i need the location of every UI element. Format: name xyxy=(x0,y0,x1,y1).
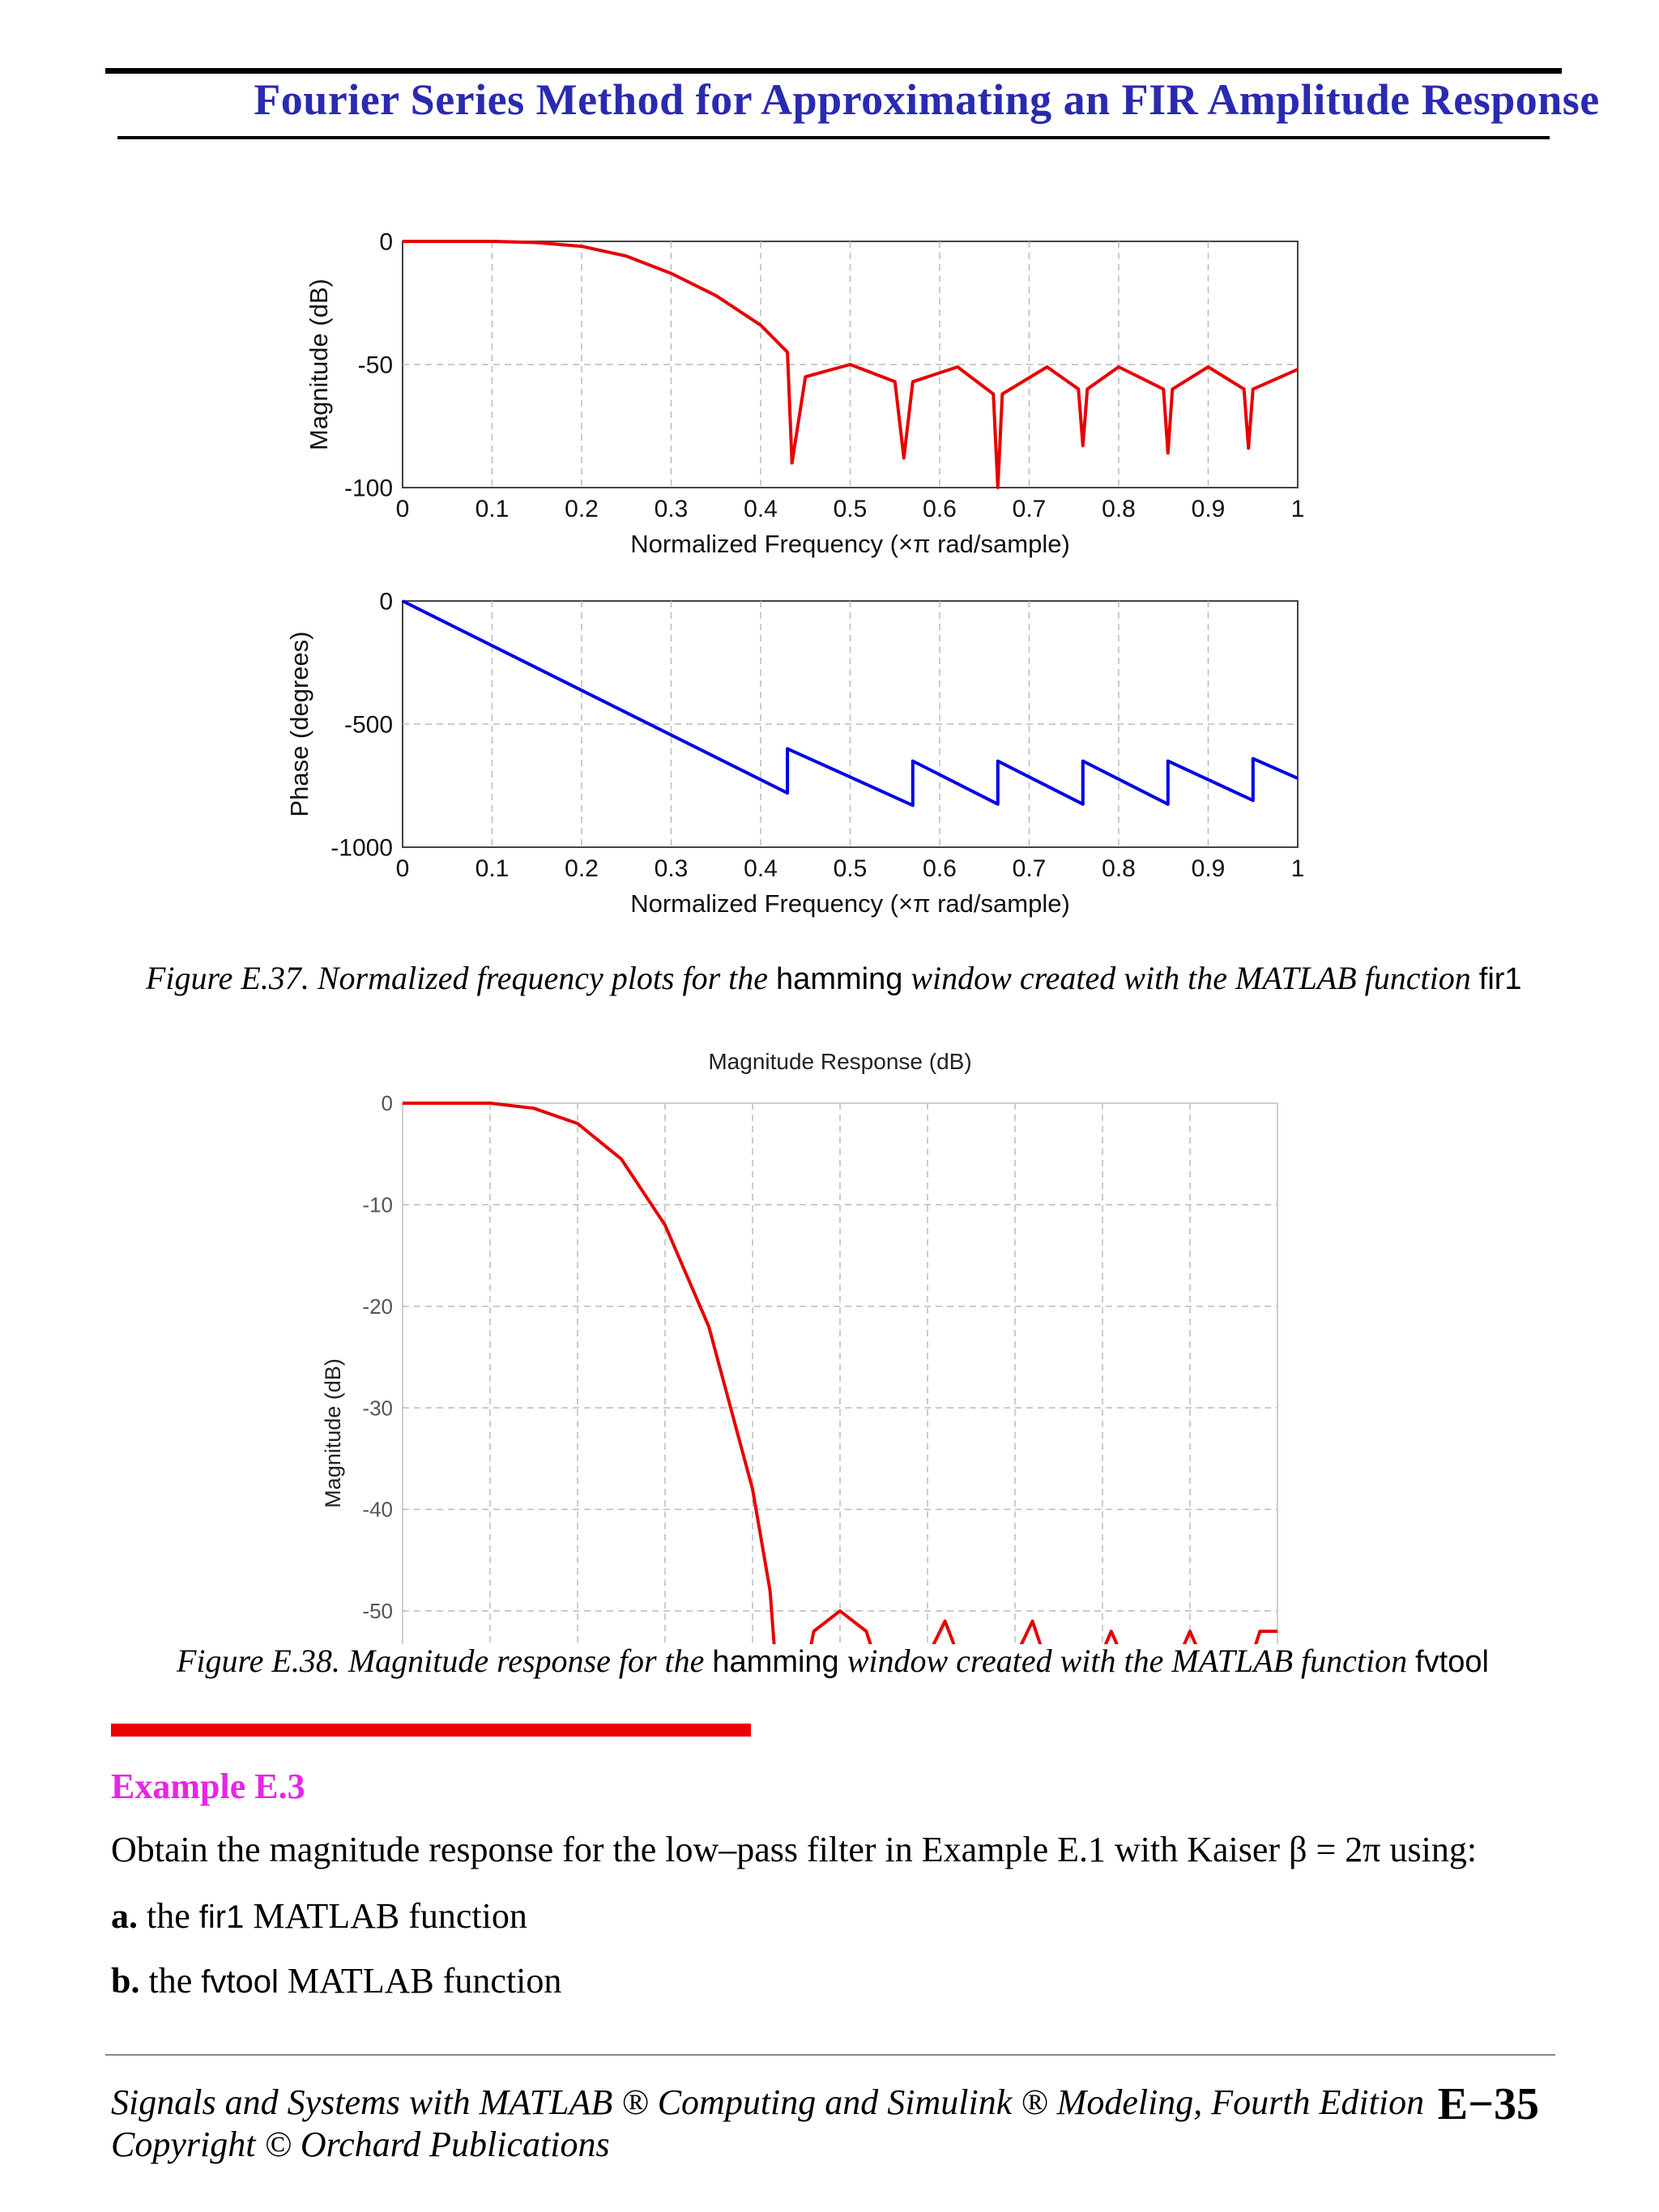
example-item-a: a. the fir1 MATLAB function xyxy=(111,1895,527,1937)
x-tick-label: 1 xyxy=(1291,855,1305,882)
series-line xyxy=(402,599,1299,808)
y-tick-label: 0 xyxy=(382,1091,393,1115)
x-tick-label: 0 xyxy=(396,855,410,882)
y-tick-label: -40 xyxy=(362,1498,393,1522)
x-tick-label: 0.4 xyxy=(744,855,778,882)
item-letter: b. xyxy=(111,1961,140,2001)
x-tick-label: 0 xyxy=(396,496,410,522)
x-tick-label: 0.6 xyxy=(923,855,957,882)
y-tick-label: -500 xyxy=(344,712,393,739)
plot-area xyxy=(402,1102,1278,1644)
item-text: the xyxy=(139,1961,202,2001)
chart-title: Magnitude Response (dB) xyxy=(708,1049,971,1074)
x-tick-label: 0.7 xyxy=(1013,855,1047,882)
example-item-b: b. the fvtool MATLAB function xyxy=(111,1960,561,2001)
magnitude-plot: 0 0.1 0.2 0.3 0.4 0.5 0.6 0.7 0.8 0.9 1 0 -50 -100 Nor… xyxy=(305,229,1304,559)
item-code: fvtool xyxy=(201,1964,279,2000)
y-tick-label: 0 xyxy=(379,589,393,616)
x-tick-label: 0.2 xyxy=(565,496,599,522)
x-axis-label: Normalized Frequency (×π rad/sample) xyxy=(630,889,1070,918)
x-tick-label: 0.4 xyxy=(744,496,778,522)
page-number: E−35 xyxy=(1437,2079,1539,2129)
header-bottom-rule xyxy=(117,136,1550,139)
x-tick-label: 0.6 xyxy=(923,496,957,522)
y-tick-label: 0 xyxy=(379,229,393,256)
example-title: Example E.3 xyxy=(111,1767,305,1806)
series-line xyxy=(403,1102,1277,1644)
caption-text: window created with the MATLAB function xyxy=(902,960,1479,996)
y-axis-label: Phase (degrees) xyxy=(285,631,313,816)
caption-code: hamming xyxy=(776,962,903,996)
x-tick-label: 0.8 xyxy=(1102,855,1136,882)
section-accent-bar xyxy=(111,1724,751,1737)
item-text: MATLAB function xyxy=(278,1961,562,2001)
fvtool-magnitude-plot: 00.10.20.30.40.50.60.70.80.90-10-20-30-4… xyxy=(321,1049,1278,1644)
item-text: the xyxy=(138,1896,199,1936)
x-tick-label: 0.1 xyxy=(476,855,510,882)
page-header-title: Fourier Series Method for Approximating … xyxy=(254,75,1600,124)
caption-text: Figure E.37. Normalized frequency plots … xyxy=(146,960,777,996)
item-letter: a. xyxy=(111,1896,138,1936)
caption-code: fir1 xyxy=(1478,962,1522,996)
y-tick-label: -1000 xyxy=(331,835,393,862)
caption-text: Figure E.38. Magnitude response for the xyxy=(177,1643,713,1679)
x-axis-label: Normalized Frequency (×π rad/sample) xyxy=(630,530,1070,558)
x-tick-label: 0.9 xyxy=(1192,496,1226,522)
y-tick-label: -20 xyxy=(362,1294,393,1319)
caption-text: window created with the MATLAB function xyxy=(838,1643,1416,1679)
footer-book-title: Signals and Systems with MATLAB ® Comput… xyxy=(111,2082,1425,2122)
x-tick-label: 0.2 xyxy=(565,855,599,882)
x-tick-label: 0.9 xyxy=(1192,855,1226,882)
x-tick-label: 1 xyxy=(1291,496,1305,522)
caption-code: hamming xyxy=(712,1645,839,1679)
footer-copyright: Copyright © Orchard Publications xyxy=(111,2125,610,2164)
y-axis-label: Magnitude (dB) xyxy=(305,279,333,450)
y-tick-label: -100 xyxy=(344,475,393,502)
y-tick-label: -10 xyxy=(362,1192,393,1217)
y-tick-label: -50 xyxy=(358,352,393,379)
caption-code: fvtool xyxy=(1415,1645,1489,1679)
x-tick-label: 0.1 xyxy=(476,496,510,522)
item-text: MATLAB function xyxy=(244,1896,527,1936)
figure-e37-caption: Figure E.37. Normalized frequency plots … xyxy=(146,959,1522,997)
figure-e37: 0 0.1 0.2 0.3 0.4 0.5 0.6 0.7 0.8 0.9 1 0 -50 -100 Nor… xyxy=(285,229,1304,918)
x-tick-label: 0.3 xyxy=(655,496,689,522)
x-tick-label: 0.5 xyxy=(834,496,868,522)
item-code: fir1 xyxy=(198,1899,245,1935)
x-tick-label: 0.8 xyxy=(1102,496,1136,522)
example-statement: Obtain the magnitude response for the lo… xyxy=(111,1830,1478,1869)
x-tick-label: 0.3 xyxy=(655,855,689,882)
x-tick-label: 0.5 xyxy=(834,855,868,882)
series-line xyxy=(403,240,1299,489)
figure-e38: 00.10.20.30.40.50.60.70.80.90-10-20-30-4… xyxy=(321,1049,1278,1644)
figure-e38-caption: Figure E.38. Magnitude response for the … xyxy=(177,1642,1489,1680)
y-tick-label: -30 xyxy=(362,1396,393,1420)
phase-plot: 0 0.1 0.2 0.3 0.4 0.5 0.6 0.7 0.8 0.9 1 0 -500 -1000 N… xyxy=(285,589,1304,918)
y-tick-label: -50 xyxy=(362,1599,393,1623)
y-axis-label: Magnitude (dB) xyxy=(321,1358,345,1508)
header-top-rule xyxy=(105,68,1562,74)
footer-rule xyxy=(105,2054,1555,2056)
x-tick-label: 0.7 xyxy=(1013,496,1047,522)
